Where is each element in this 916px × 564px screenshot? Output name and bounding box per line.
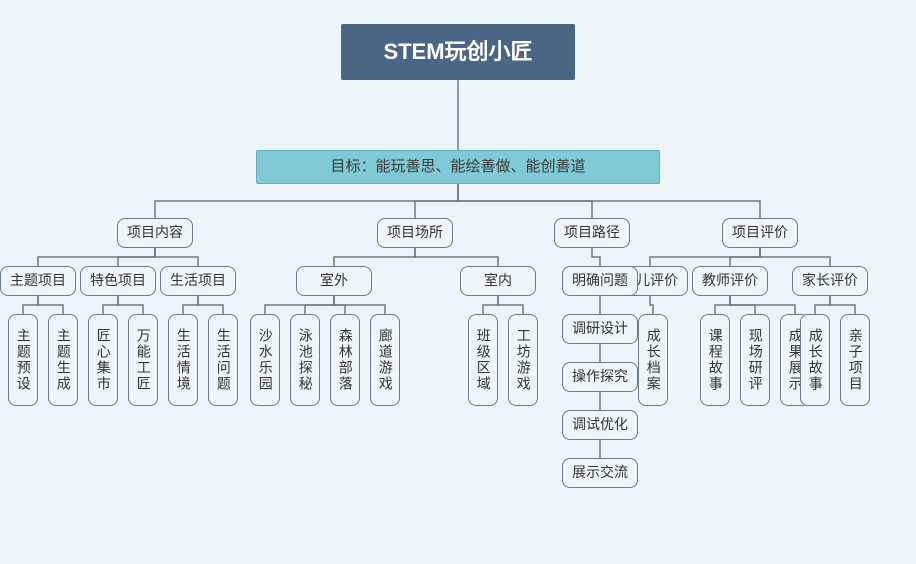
path-step-3: 调试优化 — [562, 410, 638, 440]
leaf-content-0-0: 主题预设 — [8, 314, 38, 406]
leaf-place-0-2: 森林部落 — [330, 314, 360, 406]
leaf-place-0-0: 沙水乐园 — [250, 314, 280, 406]
sub-content-1: 特色项目 — [80, 266, 156, 296]
path-step-2: 操作探究 — [562, 362, 638, 392]
goal: 目标：能玩善思、能绘善做、能创善道 — [256, 150, 660, 184]
leaf-place-1-1: 工坊游戏 — [508, 314, 538, 406]
leaf-eval-2-0: 成长故事 — [800, 314, 830, 406]
leaf-place-0-3: 廊道游戏 — [370, 314, 400, 406]
path-step-1: 调研设计 — [562, 314, 638, 344]
leaf-content-1-0: 匠心集市 — [88, 314, 118, 406]
sub-eval-1: 教师评价 — [692, 266, 768, 296]
leaf-eval-1-1: 现场研评 — [740, 314, 770, 406]
leaf-content-0-1: 主题生成 — [48, 314, 78, 406]
path-step-0: 明确问题 — [562, 266, 638, 296]
leaf-content-2-0: 生活情境 — [168, 314, 198, 406]
category-place: 项目场所 — [377, 218, 453, 248]
leaf-content-1-1: 万能工匠 — [128, 314, 158, 406]
sub-content-2: 生活项目 — [160, 266, 236, 296]
leaf-place-0-1: 泳池探秘 — [290, 314, 320, 406]
leaf-content-2-1: 生活问题 — [208, 314, 238, 406]
category-eval: 项目评价 — [722, 218, 798, 248]
leaf-eval-0-0: 成长档案 — [638, 314, 668, 406]
leaf-eval-1-0: 课程故事 — [700, 314, 730, 406]
sub-content-0: 主题项目 — [0, 266, 76, 296]
leaf-eval-2-1: 亲子项目 — [840, 314, 870, 406]
root-title: STEM玩创小匠 — [341, 24, 575, 80]
sub-eval-2: 家长评价 — [792, 266, 868, 296]
category-content: 项目内容 — [117, 218, 193, 248]
path-step-4: 展示交流 — [562, 458, 638, 488]
sub-place-1: 室内 — [460, 266, 536, 296]
leaf-place-1-0: 班级区域 — [468, 314, 498, 406]
sub-place-0: 室外 — [296, 266, 372, 296]
category-path: 项目路径 — [554, 218, 630, 248]
